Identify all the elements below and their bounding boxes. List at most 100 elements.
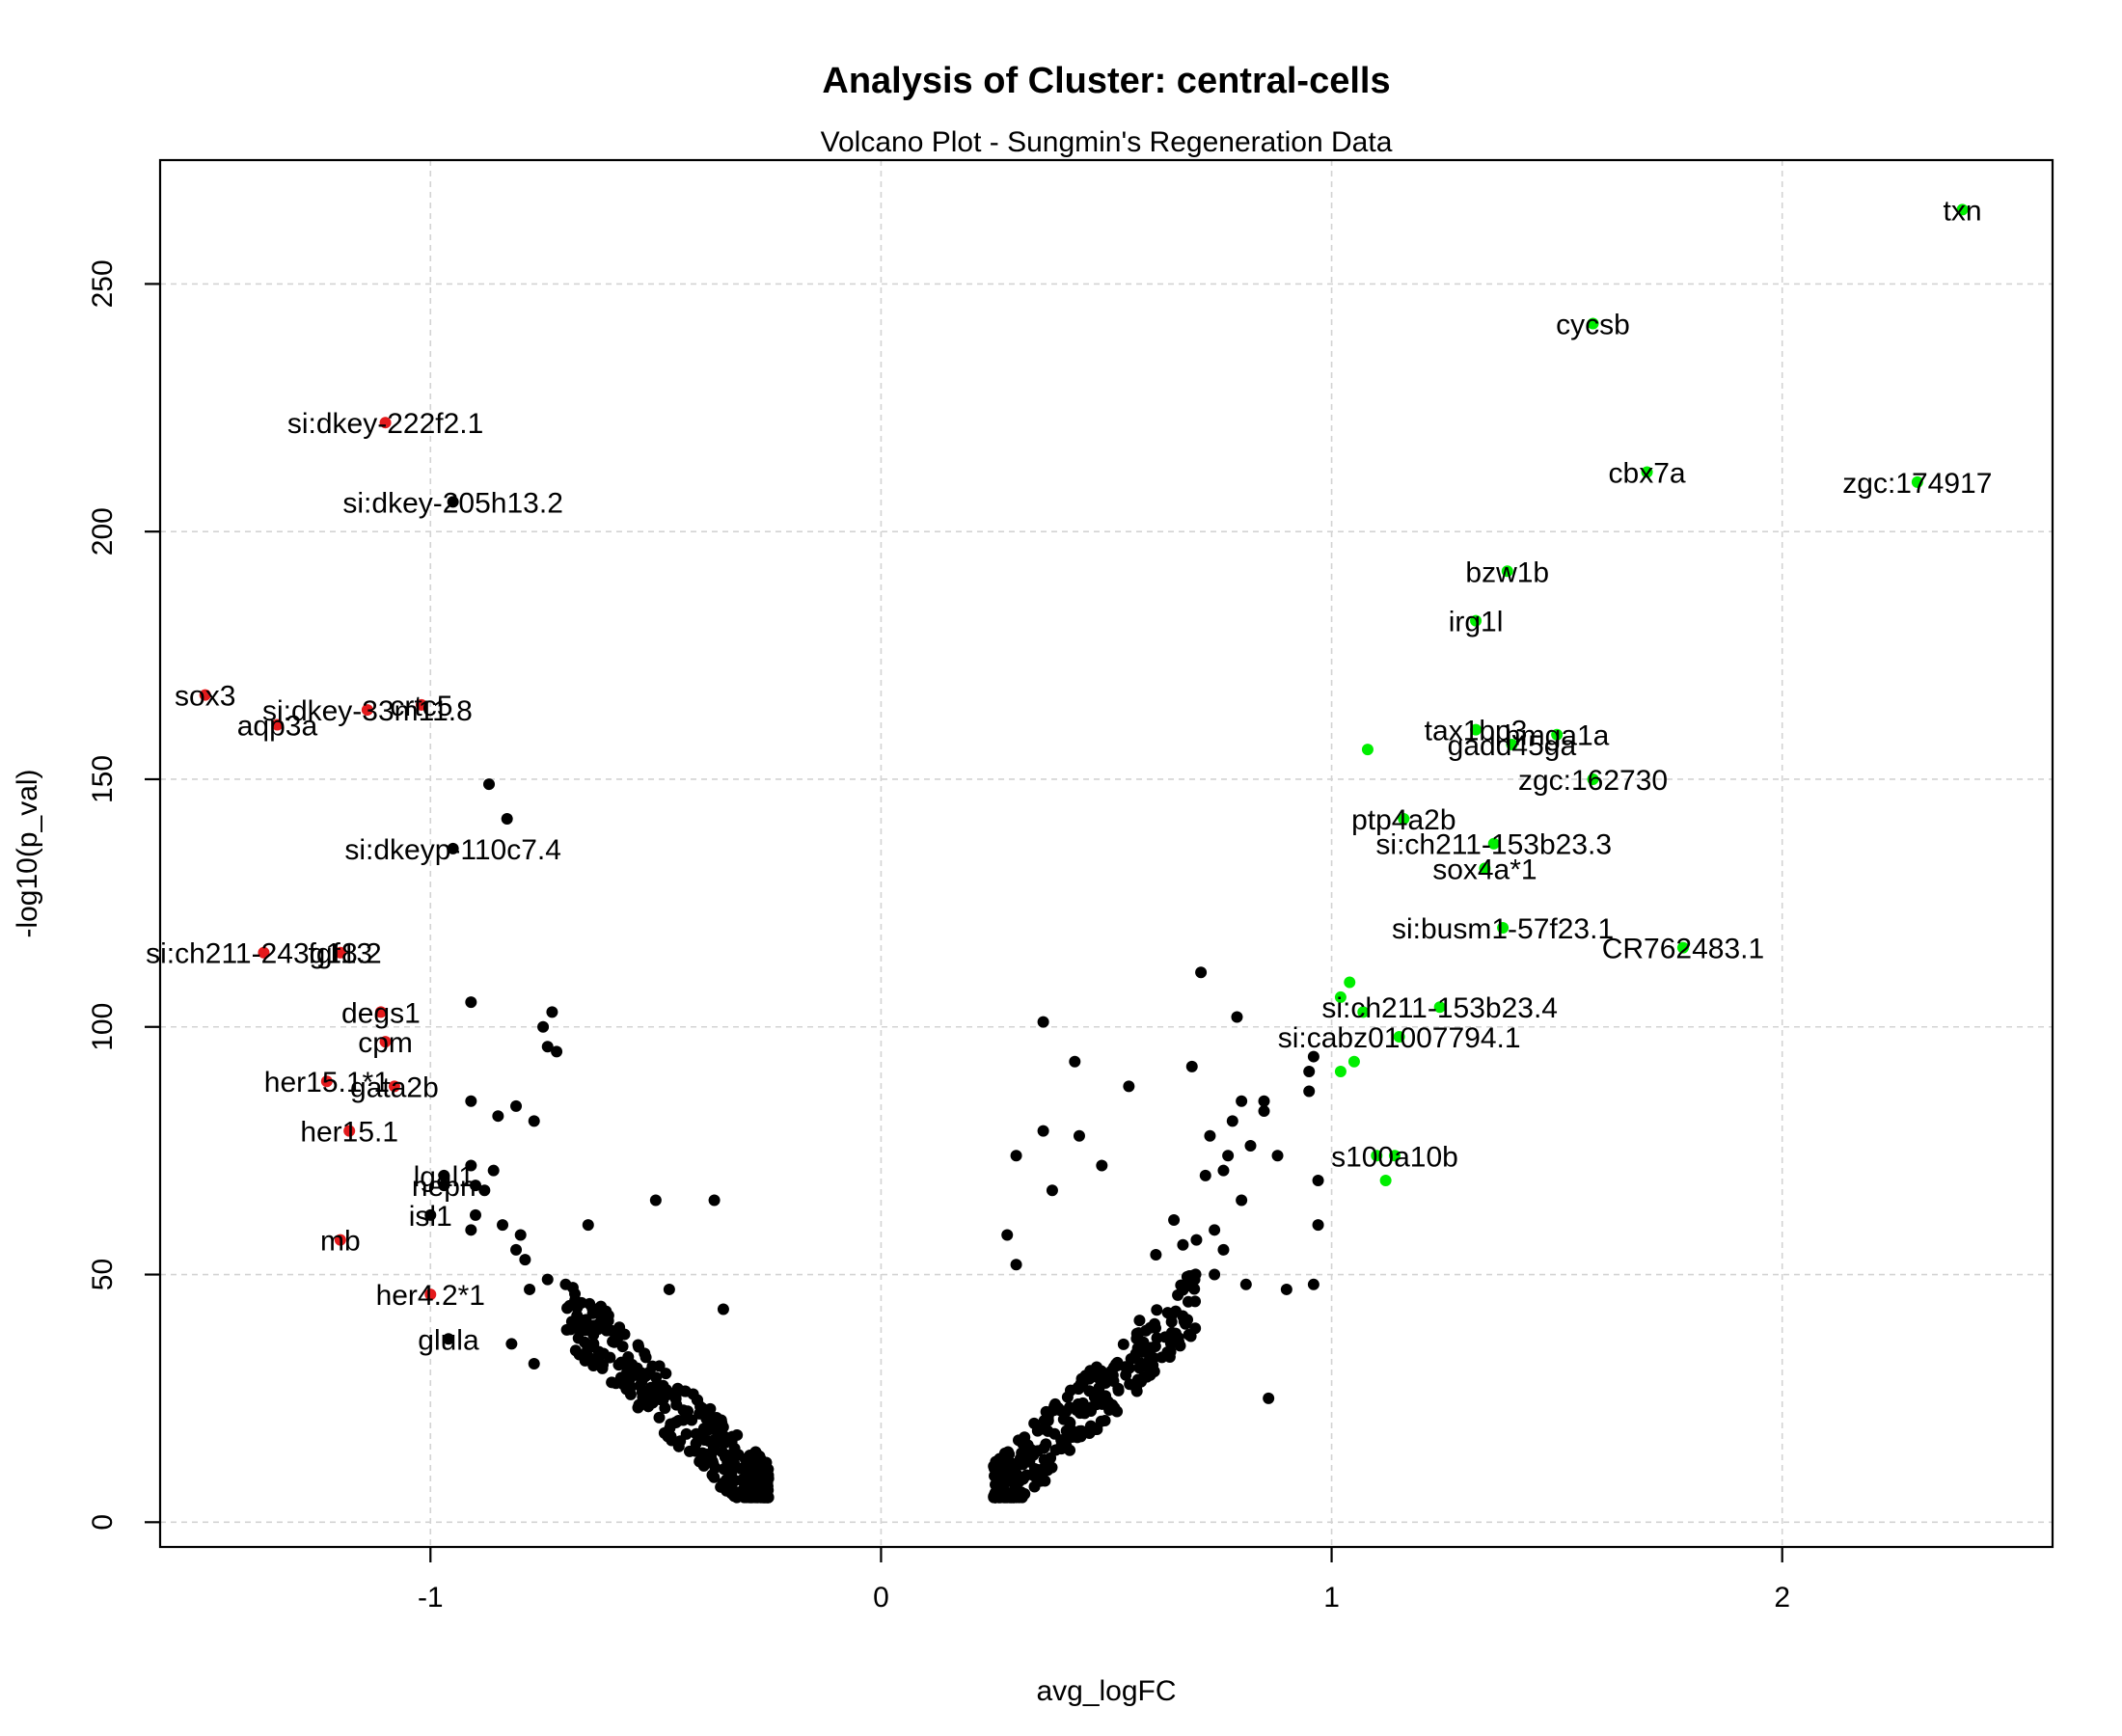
data-point: [465, 1095, 477, 1107]
data-point: [1096, 1159, 1108, 1172]
data-point: [677, 1404, 690, 1417]
data-point: [1052, 1401, 1065, 1414]
point-label: CR762483.1: [1602, 934, 1764, 965]
data-point: [725, 1450, 738, 1462]
upregulated-point: [1911, 475, 1923, 488]
data-point: [1081, 1370, 1094, 1382]
point-label: ptp4a2b: [1351, 804, 1455, 836]
data-point: [528, 1115, 540, 1127]
data-point: [1222, 1150, 1235, 1162]
data-point: [571, 1301, 584, 1314]
data-point: [1112, 1384, 1125, 1397]
data-point: [637, 1391, 649, 1403]
data-point: [438, 1169, 450, 1181]
point-label: her15.1: [300, 1117, 398, 1149]
data-point: [1143, 1354, 1156, 1367]
data-point: [683, 1445, 695, 1457]
data-point: [541, 1041, 554, 1053]
data-point: [1038, 1414, 1050, 1426]
downregulated-point: [334, 946, 346, 959]
point-label: sox3: [175, 681, 235, 713]
upregulated-point: [1344, 976, 1356, 989]
data-point: [1130, 1332, 1143, 1344]
plot-frame: [158, 158, 2054, 1549]
data-point: [693, 1431, 705, 1444]
data-points: [199, 203, 1969, 1404]
point-label: bzw1b: [1465, 556, 1549, 588]
x-tick-label: 1: [1323, 1582, 1340, 1614]
data-point: [700, 1413, 713, 1425]
data-point: [582, 1219, 594, 1232]
data-point: [717, 1477, 729, 1489]
data-point: [483, 778, 496, 791]
data-point: [1001, 1229, 1014, 1241]
data-point: [659, 1401, 671, 1414]
data-point: [442, 1333, 454, 1345]
point-label: si:dkey-33m11.8: [262, 695, 473, 727]
data-point: [597, 1347, 610, 1360]
data-point: [1173, 1336, 1185, 1348]
x-tick-label: 0: [873, 1582, 889, 1614]
data-point: [1093, 1381, 1105, 1394]
data-point: [1189, 1322, 1202, 1335]
data-point: [1071, 1431, 1083, 1444]
upregulated-point: [1501, 565, 1513, 578]
upregulated-point: [1470, 723, 1483, 736]
data-point: [465, 1224, 477, 1236]
data-point: [487, 1164, 500, 1177]
data-point: [559, 1278, 572, 1290]
data-point: [1057, 1413, 1070, 1425]
point-label: aqp3a: [237, 710, 318, 742]
data-point: [1096, 1372, 1108, 1385]
y-tick-label: 0: [87, 1514, 119, 1531]
data-point: [1161, 1307, 1174, 1319]
data-point: [743, 1453, 755, 1466]
upregulated-point: [1587, 773, 1599, 785]
data-point: [1312, 1174, 1324, 1186]
data-point: [608, 1336, 620, 1348]
data-point: [602, 1309, 614, 1321]
x-axis-label: avg_logFC: [1036, 1675, 1176, 1707]
downregulated-point: [199, 689, 211, 701]
data-point: [594, 1300, 607, 1313]
data-point: [1060, 1439, 1073, 1451]
point-label: mb: [320, 1226, 361, 1258]
data-point: [1100, 1390, 1112, 1402]
data-point: [642, 1400, 655, 1413]
data-point: [632, 1401, 644, 1414]
data-point: [546, 1006, 558, 1018]
y-axis-label: -log10(p_val): [12, 769, 43, 937]
upregulated-point: [1956, 203, 1969, 216]
data-point: [424, 1208, 437, 1221]
point-label: tax1bp3: [1425, 716, 1528, 747]
data-point: [1307, 1278, 1319, 1290]
data-point: [708, 1194, 721, 1207]
point-label: txn: [1944, 195, 1982, 227]
upregulated-point: [1347, 1055, 1360, 1068]
data-point: [1012, 1434, 1024, 1447]
point-label: cycsb: [1556, 309, 1630, 340]
downregulated-point: [343, 1125, 356, 1137]
data-point: [634, 1379, 646, 1392]
point-label: cbx7a: [1609, 458, 1686, 490]
data-point: [1217, 1243, 1230, 1256]
data-point: [1217, 1164, 1230, 1177]
data-point: [725, 1468, 738, 1480]
data-point: [1129, 1347, 1142, 1360]
data-point: [1036, 1463, 1048, 1476]
data-point: [1037, 1125, 1049, 1137]
point-label: lgal1: [414, 1161, 475, 1193]
upregulated-point: [1641, 466, 1653, 478]
data-point: [1195, 966, 1208, 979]
upregulated-point: [1506, 739, 1518, 751]
data-point: [694, 1455, 706, 1468]
data-point: [1168, 1214, 1181, 1227]
point-label: si:dkey-222f2.1: [287, 408, 483, 440]
downregulated-point: [374, 1006, 387, 1018]
upregulated-point: [1497, 922, 1510, 935]
data-point: [1303, 1085, 1316, 1098]
data-point: [492, 1110, 504, 1123]
upregulated-point: [1676, 941, 1689, 954]
data-point: [591, 1318, 604, 1331]
data-point: [1031, 1424, 1044, 1437]
